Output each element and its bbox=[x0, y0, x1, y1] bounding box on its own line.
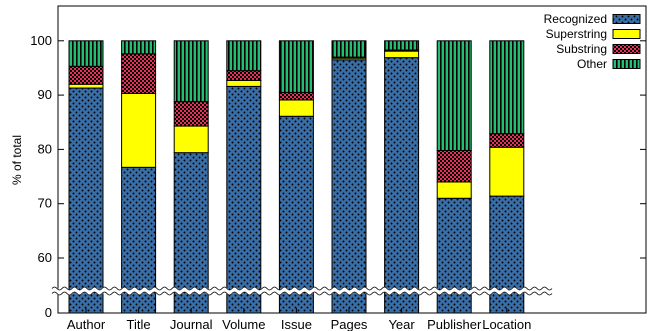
x-tick-label: Volume bbox=[222, 317, 265, 331]
bar-segment-superstring bbox=[384, 50, 420, 59]
x-tick-label: Journal bbox=[170, 317, 213, 331]
x-tick-label: Publisher bbox=[427, 317, 482, 331]
bar-segment-other bbox=[278, 40, 314, 93]
bar-segment-other bbox=[226, 40, 262, 72]
bar-segment-other bbox=[173, 40, 209, 103]
bar-segment-other bbox=[436, 40, 472, 151]
bar-segment-recognized bbox=[436, 197, 472, 314]
y-axis-label: % of total bbox=[10, 135, 24, 185]
bar-segment-other bbox=[68, 40, 104, 67]
legend-label: Other bbox=[577, 57, 607, 71]
bar-segment-other bbox=[121, 40, 157, 55]
x-tick-label: Year bbox=[388, 317, 415, 331]
bar-segment-substring bbox=[68, 65, 104, 85]
bar-segment-other bbox=[384, 40, 420, 51]
y-tick-label: 90 bbox=[38, 87, 52, 102]
bar-segment-superstring bbox=[489, 146, 525, 197]
y-tick-label: 60 bbox=[38, 250, 52, 265]
x-tick-label: Pages bbox=[331, 317, 368, 331]
bar-segment-substring bbox=[121, 53, 157, 94]
y-tick-label: 80 bbox=[38, 141, 52, 156]
x-tick-label: Author bbox=[67, 317, 106, 331]
legend-label: Substring bbox=[556, 42, 607, 56]
bar-segment-recognized bbox=[384, 57, 420, 314]
bar-segment-substring bbox=[436, 149, 472, 183]
y-tick-label: 100 bbox=[30, 33, 52, 48]
bar-segment-recognized bbox=[489, 195, 525, 314]
y-tick-label: 0 bbox=[45, 305, 52, 320]
legend-swatch-other bbox=[612, 59, 641, 69]
x-axis-tick-labels: Author Title Journal Volume Issue Pages Year Pu… bbox=[67, 308, 531, 331]
y-tick-label: 70 bbox=[38, 196, 52, 211]
break-band bbox=[50, 287, 554, 295]
bar-segment-superstring bbox=[226, 79, 262, 87]
break-line-upper bbox=[51, 286, 553, 291]
bar-segment-substring bbox=[489, 133, 525, 148]
bar-segment-other bbox=[489, 40, 525, 135]
legend-label: Superstring bbox=[546, 27, 607, 41]
x-tick-label: Issue bbox=[281, 317, 312, 331]
legend-swatch-substring bbox=[612, 44, 641, 54]
bar-segment-superstring bbox=[173, 125, 209, 154]
bar-segment-substring bbox=[278, 91, 314, 101]
bar-segment-superstring bbox=[436, 181, 472, 199]
legend-swatch-superstring bbox=[612, 29, 641, 39]
bar-segment-recognized bbox=[68, 87, 104, 314]
y-axis-ticks: 0 60 70 80 90 100 bbox=[30, 33, 646, 320]
x-tick-label: Location bbox=[482, 317, 531, 331]
break-line-lower bbox=[51, 291, 553, 296]
bar-segment-substring bbox=[173, 101, 209, 127]
bar-segment-superstring bbox=[278, 99, 314, 117]
bar-segment-superstring bbox=[121, 92, 157, 168]
axis-break bbox=[50, 286, 554, 296]
legend-label: Recognized bbox=[544, 12, 607, 26]
legend-swatch-recognized bbox=[612, 14, 641, 24]
bar-segment-substring bbox=[226, 70, 262, 81]
x-tick-label: Title bbox=[127, 317, 151, 331]
bar-segment-recognized bbox=[278, 115, 314, 314]
bar-segment-recognized bbox=[331, 59, 367, 314]
bars bbox=[68, 40, 525, 314]
bar-segment-recognized bbox=[226, 85, 262, 314]
bar-segment-other bbox=[331, 40, 367, 58]
bar-segment-superstring bbox=[68, 83, 104, 89]
